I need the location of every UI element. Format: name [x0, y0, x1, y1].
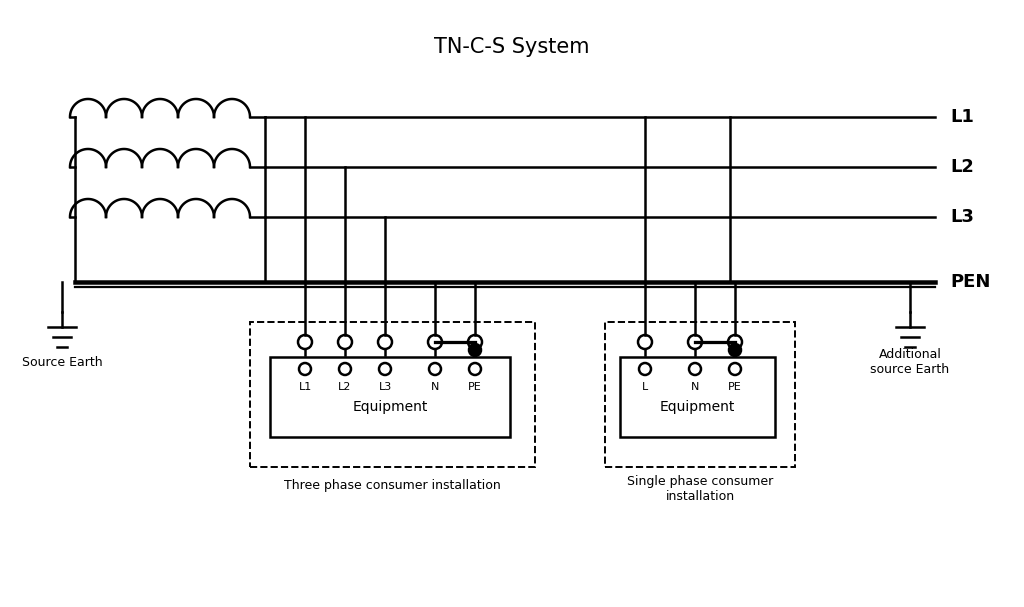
Text: N: N	[431, 382, 439, 392]
Text: Source Earth: Source Earth	[22, 356, 102, 368]
Text: L3: L3	[379, 382, 391, 392]
Circle shape	[729, 344, 741, 356]
Bar	[620, 357, 775, 437]
Text: L2: L2	[950, 158, 974, 176]
Bar	[270, 357, 510, 437]
Bar	[605, 322, 795, 467]
Text: TN-C-S System: TN-C-S System	[434, 37, 590, 57]
Text: Single phase consumer
installation: Single phase consumer installation	[627, 475, 773, 503]
Text: L1: L1	[298, 382, 311, 392]
Text: PE: PE	[728, 382, 741, 392]
Text: L3: L3	[950, 208, 974, 226]
Text: L1: L1	[950, 108, 974, 126]
Text: PEN: PEN	[950, 273, 990, 291]
Text: Additional
source Earth: Additional source Earth	[870, 348, 949, 376]
Text: N: N	[691, 382, 699, 392]
Text: L2: L2	[338, 382, 351, 392]
Text: Three phase consumer installation: Three phase consumer installation	[284, 478, 501, 492]
Text: Equipment: Equipment	[659, 400, 735, 414]
Text: L: L	[642, 382, 648, 392]
Text: Equipment: Equipment	[352, 400, 428, 414]
Text: PE: PE	[468, 382, 482, 392]
Circle shape	[469, 344, 481, 356]
Bar	[250, 322, 535, 467]
